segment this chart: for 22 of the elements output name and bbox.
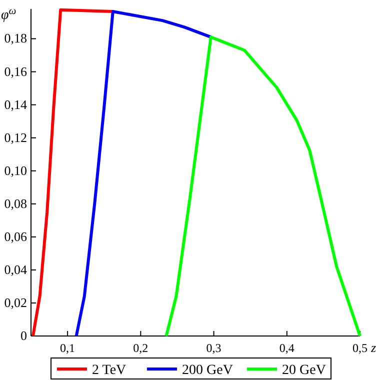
x-tick-label: 0,3 [206, 341, 222, 355]
x-axis-title: z [370, 340, 376, 355]
y-tick-label: 0,12 [4, 130, 27, 145]
y-tick-label: 0 [20, 328, 27, 343]
y-tick-label: 0,04 [4, 262, 28, 277]
y-tick-label: 0,08 [4, 196, 27, 211]
legend-label: 20 GeV [282, 363, 326, 378]
legend-label: 2 TeV [92, 363, 126, 378]
y-axis-title: φ$^{ω}$ [1, 6, 16, 23]
x-tick-label: 0,4 [279, 341, 294, 355]
legend-label: 200 GeV [182, 363, 233, 378]
line-series [164, 36, 362, 338]
y-tick-label: 0,16 [4, 64, 28, 79]
y-tick-label: 0,18 [4, 30, 27, 46]
y-tick-label: 0,06 [4, 228, 28, 244]
y-tick-label: 0,10 [4, 162, 27, 178]
y-tick-label: 0,02 [4, 294, 27, 310]
line-series [74, 10, 212, 338]
x-tick-label: 0,5 [352, 341, 368, 355]
y-tick-label: 0,14 [4, 96, 28, 112]
x-tick-label: 0,1 [60, 341, 76, 355]
x-tick-label: 0,2 [133, 341, 148, 355]
